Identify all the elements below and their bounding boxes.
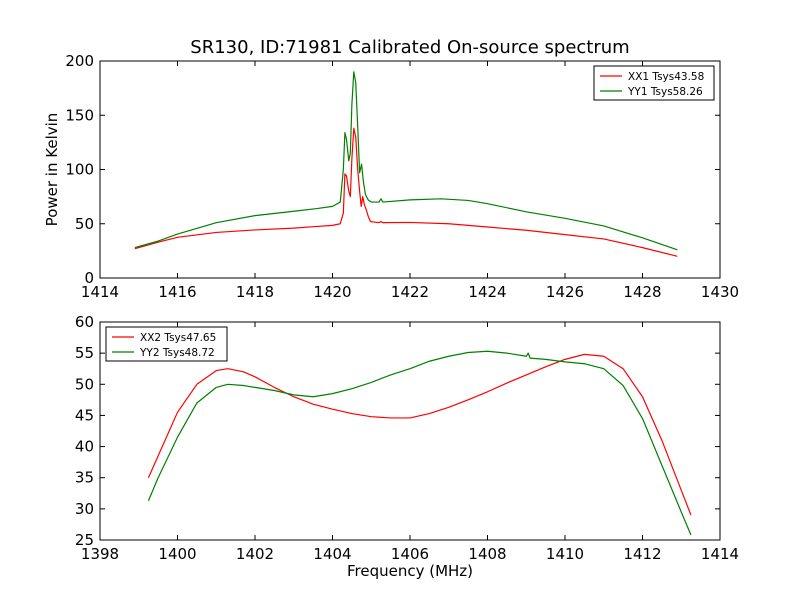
series-line-2-2: [147, 350, 692, 536]
y-tick-label: 150: [65, 106, 94, 124]
x-tick-label: 1406: [391, 545, 429, 563]
x-tick-label: 1414: [701, 545, 739, 563]
x-axis-label: Frequency (MHz): [347, 562, 473, 580]
series-line-2-1: [147, 353, 692, 516]
y-tick-label: 50: [75, 375, 94, 393]
y-tick-label: 0: [84, 269, 94, 287]
legend-entry: XX1 Tsys43.58: [628, 71, 704, 83]
legend-entry: YY1 Tsys58.26: [627, 86, 703, 98]
x-tick-label: 1424: [468, 283, 506, 301]
y-tick-label: 200: [65, 52, 94, 70]
legend-box: [105, 326, 228, 362]
y-tick-label: 45: [75, 406, 94, 424]
legend-2: XX2 Tsys47.65 YY2 Tsys48.72: [105, 326, 228, 362]
legend-entry: YY2 Tsys48.72: [139, 347, 215, 359]
x-tick-label: 1416: [158, 283, 196, 301]
figure-title: SR130, ID:71981 Calibrated On-source spe…: [190, 37, 629, 58]
y-tick-label: 30: [75, 500, 94, 518]
x-tick-label: 1412: [623, 545, 661, 563]
legend-1: XX1 Tsys43.58 YY1 Tsys58.26: [593, 65, 715, 101]
plots-group: 1414 1416 1418 1420 1422 1424 1426 1428 14300501…: [43, 52, 739, 580]
x-tick-label: 1398: [81, 545, 119, 563]
y-tick-label: 25: [75, 531, 94, 549]
subplot-1: 1414 1416 1418 1420 1422 1424 1426 1428 1430 0 50 1…: [43, 52, 739, 301]
x-tick-label: 1430: [701, 283, 739, 301]
y-tick-label: 40: [75, 438, 94, 456]
x-tick-label: 1414: [81, 283, 119, 301]
y-tick-label: 55: [75, 344, 94, 362]
legend-box: [593, 65, 715, 101]
x-tick-label: 1426: [546, 283, 584, 301]
y-tick-label: 50: [75, 215, 94, 233]
x-tick-label: 1422: [391, 283, 429, 301]
x-tick-label: 1400: [158, 545, 196, 563]
legend-entry: XX2 Tsys47.65: [140, 332, 216, 344]
x-tick-label: 1418: [236, 283, 274, 301]
y-tick-label: 60: [75, 313, 94, 331]
x-tick-label: 1410: [546, 545, 584, 563]
x-tick-label: 1420: [313, 283, 351, 301]
x-tick-label: 1402: [236, 545, 274, 563]
x-tick-label: 1428: [623, 283, 661, 301]
y-tick-label: 100: [65, 161, 94, 179]
y-axis-label: Power in Kelvin: [43, 113, 61, 227]
series-line-1-2: [134, 71, 678, 251]
x-tick-label: 1408: [468, 545, 506, 563]
series-line-1-1: [134, 127, 678, 257]
y-tick-label: 35: [75, 469, 94, 487]
x-tick-label: 1404: [313, 545, 351, 563]
subplot-2: 1398 1400 1402 1404 1406 1408 1410 1412 1414 25 30…: [75, 313, 739, 580]
